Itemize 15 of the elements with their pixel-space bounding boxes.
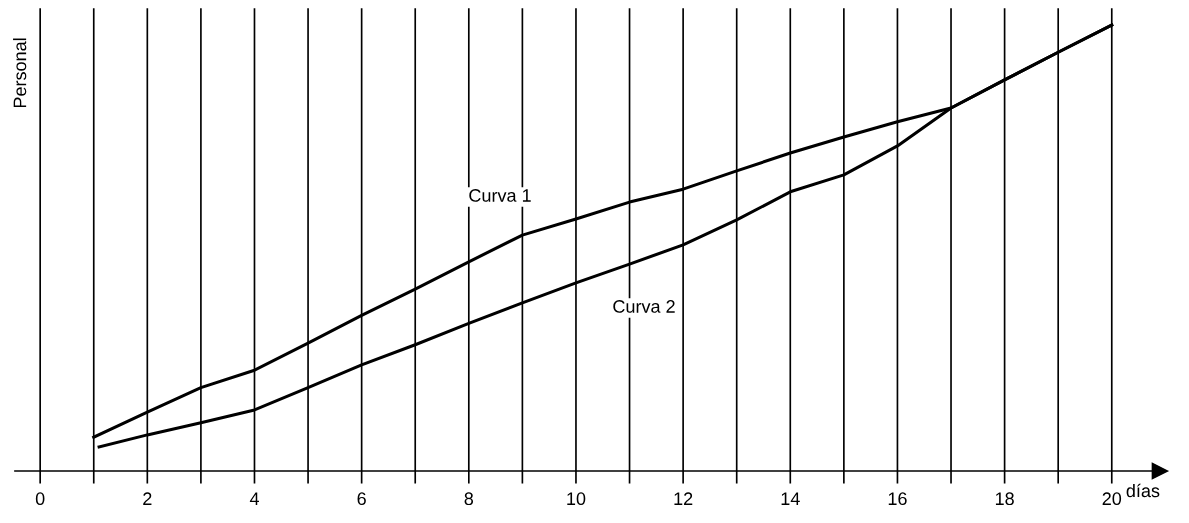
x-tick-label: 8 (464, 492, 474, 506)
annotation: Curva 2 (613, 300, 675, 313)
x-tick-label: 10 (567, 492, 586, 506)
y-axis-title: Personal (13, 38, 27, 108)
x-tick-label: 6 (357, 492, 366, 506)
x-tick-label: 20 (1102, 492, 1122, 506)
x-axis-title: días (1126, 483, 1160, 498)
x-tick-label: 16 (888, 492, 907, 506)
x-tick-label: 0 (35, 492, 45, 506)
x-tick-label: 18 (995, 492, 1014, 506)
x-tick-label: 2 (143, 492, 152, 505)
x-tick-label: 14 (781, 492, 800, 505)
x-tick-label: 4 (249, 492, 259, 505)
x-tick-label: 12 (674, 492, 693, 505)
annotation: Curva 1 (469, 189, 531, 202)
